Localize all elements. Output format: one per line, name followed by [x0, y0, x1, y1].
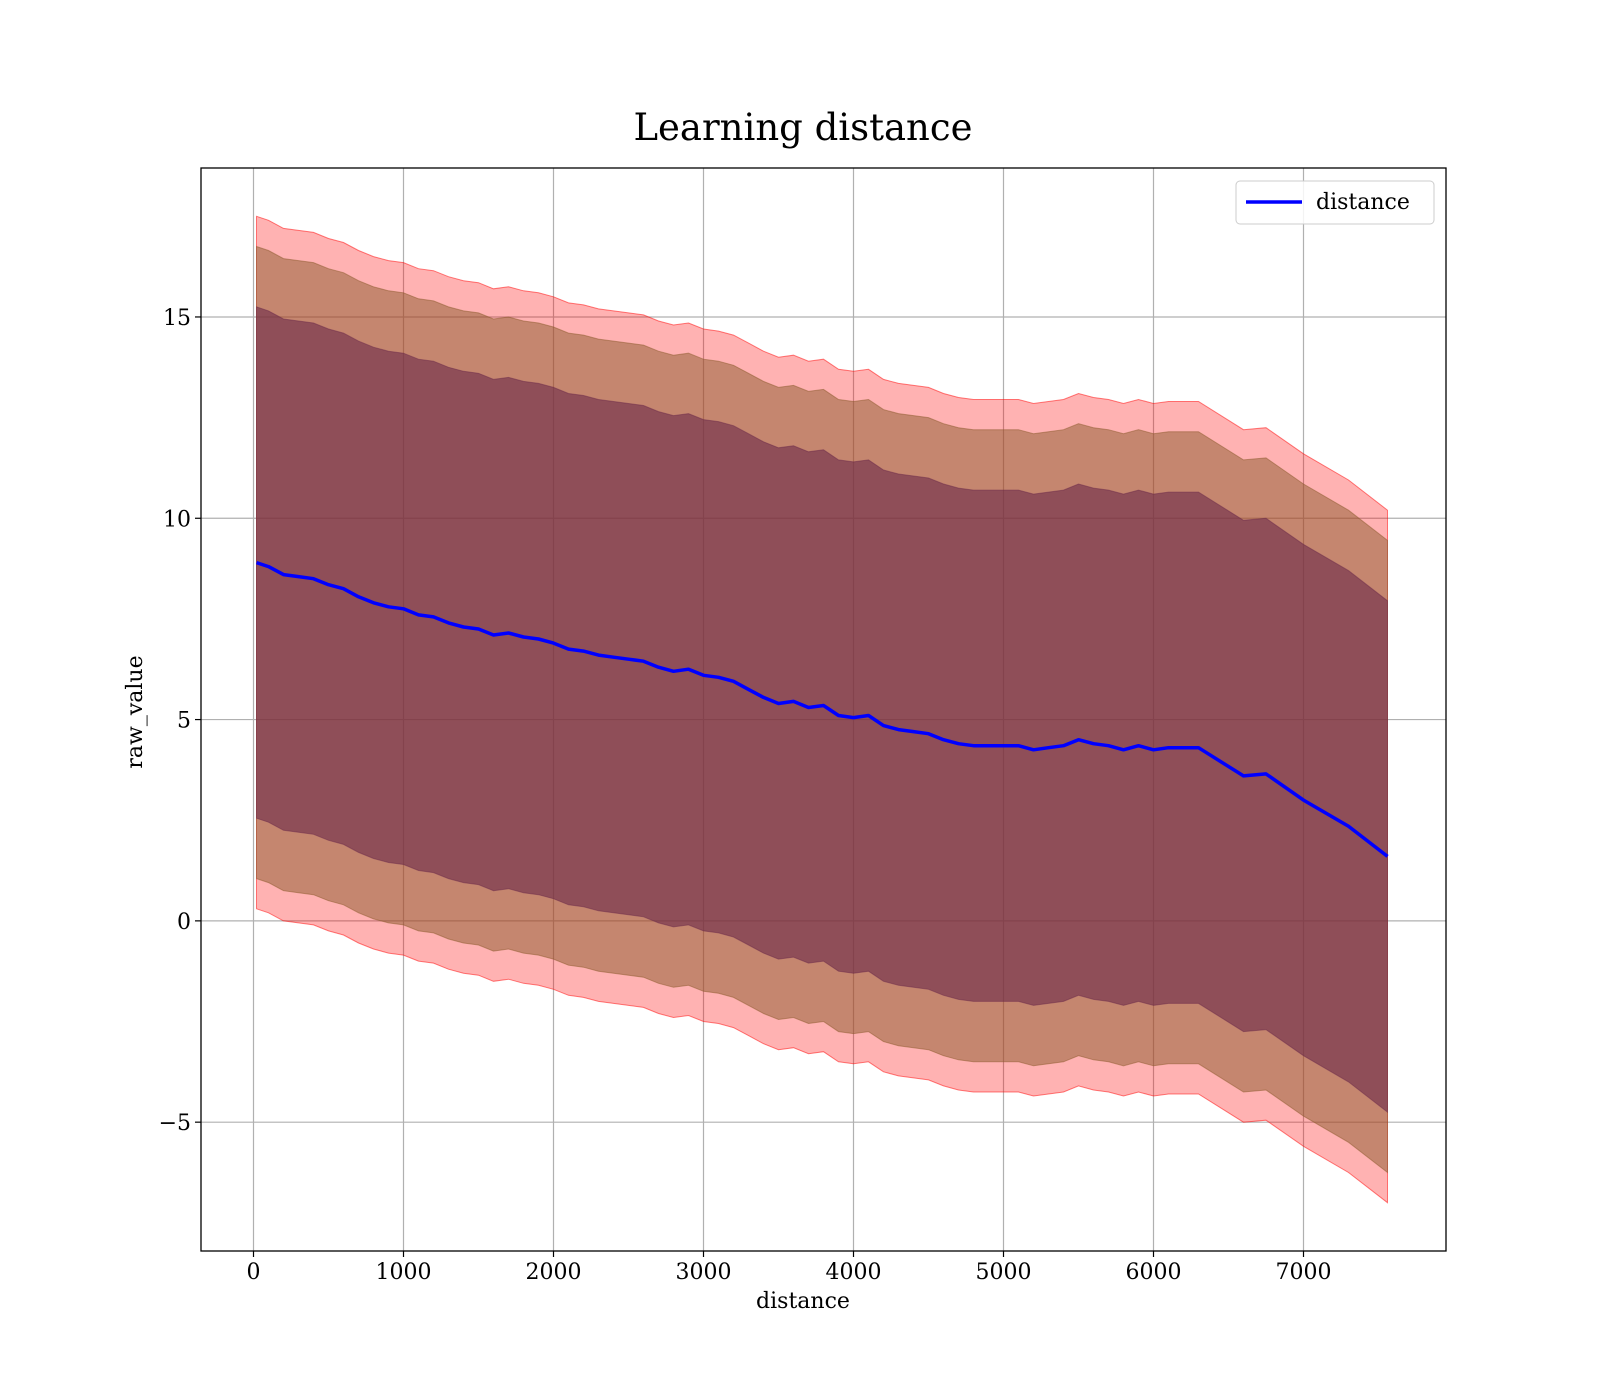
x-tick-label: 7000: [1276, 1260, 1332, 1285]
y-tick-label: 15: [163, 306, 191, 331]
chart-title: Learning distance: [633, 106, 972, 149]
legend-label-distance: distance: [1316, 190, 1410, 215]
x-tick-label: 1000: [376, 1260, 432, 1285]
plot-area: 0 1000 2000 3000 4000 5000 6000 7000 −5 0 5 10 15 dis…: [159, 167, 1447, 1285]
x-tick-label: 0: [247, 1260, 261, 1285]
y-tick-label: 5: [177, 709, 191, 734]
x-axis-label: distance: [756, 1289, 850, 1314]
legend-box: [1235, 180, 1435, 225]
x-tick-label: 5000: [976, 1260, 1032, 1285]
y-tick-label: −5: [159, 1111, 191, 1136]
x-tick-label: 4000: [826, 1260, 882, 1285]
plot-frame: [200, 167, 1447, 1252]
y-tick-label: 10: [163, 507, 191, 532]
legend: distance: [1235, 180, 1435, 225]
x-tick-label: 2000: [526, 1260, 582, 1285]
y-axis-label: raw_value: [123, 655, 148, 768]
confidence-band-inner: [256, 306, 1388, 1114]
y-tick-label: 0: [177, 910, 191, 935]
series-line-distance: [255, 560, 1389, 858]
x-tick-label: 3000: [676, 1260, 732, 1285]
x-tick-label: 6000: [1126, 1260, 1182, 1285]
